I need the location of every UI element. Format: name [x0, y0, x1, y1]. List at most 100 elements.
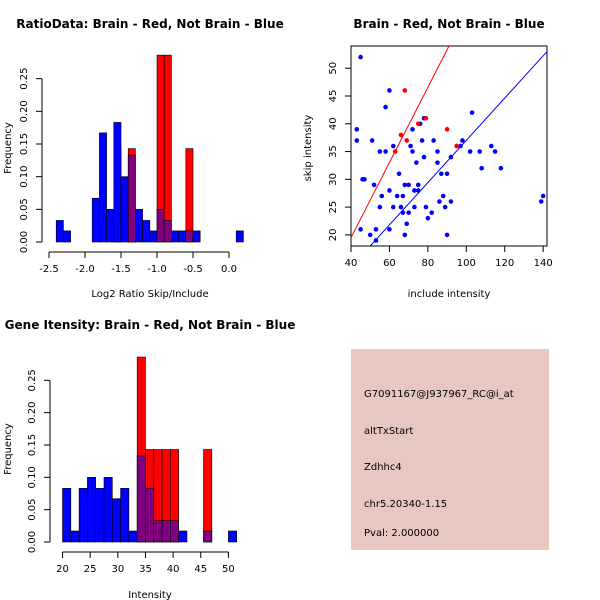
- scatter-title: Brain - Red, Not Brain - Blue: [353, 17, 544, 31]
- scatter-point-not-brain: [421, 154, 427, 160]
- ratio-y-tick-label: 0.05: [19, 198, 30, 220]
- scatter-point-not-brain: [379, 193, 385, 199]
- scatter-lines: [350, 45, 548, 247]
- gene-y-tick-label: 0.15: [27, 434, 38, 456]
- gene-axes: 20 25 30 35 40 45 50 0.00 0.05 0.10 0.15 0.20 0.25: [27, 369, 235, 575]
- gene-x-tick-label: 50: [222, 564, 235, 575]
- scatter-x-tick-label: 40: [345, 258, 358, 269]
- scatter-point-brain: [444, 127, 450, 132]
- scatter-point-not-brain: [467, 149, 473, 154]
- gene-y-tick-label: 0.25: [27, 369, 38, 391]
- scatter-point-brain: [392, 149, 398, 154]
- ratio-bar-not-brain: [156, 209, 165, 243]
- gene-bar-not-brain: [120, 488, 130, 543]
- scatter-y-tick-label: 45: [328, 90, 339, 103]
- scatter-point-not-brain: [479, 165, 484, 171]
- scatter-point-not-brain: [415, 182, 421, 188]
- ratio-x-tick-label: -2.0: [75, 264, 95, 275]
- scatter-point-not-brain: [354, 127, 360, 132]
- gene-bar-not-brain: [136, 455, 146, 543]
- scatter-point-not-brain: [377, 149, 383, 154]
- ratio-x-tick-label: -1.0: [147, 264, 167, 275]
- scatter-point-not-brain: [383, 104, 388, 110]
- scatter-point-not-brain: [440, 193, 446, 199]
- scatter-point-not-brain: [435, 149, 440, 154]
- scatter-point-not-brain: [373, 227, 379, 232]
- ratio-bar-not-brain: [163, 220, 172, 243]
- scatter-point-not-brain: [396, 171, 402, 177]
- scatter-point-not-brain: [414, 160, 419, 165]
- gene-bar-not-brain: [95, 488, 105, 543]
- scatter-point-not-brain: [408, 143, 413, 149]
- scatter-point-not-brain: [469, 110, 475, 115]
- scatter-point-not-brain: [362, 177, 367, 182]
- ratio-y-tick-label: 0.15: [19, 133, 30, 155]
- scatter-point-brain: [415, 121, 421, 127]
- gene-bar-not-brain: [153, 520, 163, 543]
- scatter-point-not-brain: [442, 204, 448, 210]
- scatter-point-not-brain: [402, 182, 408, 188]
- ratio-bar-not-brain: [106, 209, 115, 243]
- ratio-bar-not-brain: [235, 230, 244, 243]
- scatter-point-not-brain: [460, 138, 465, 143]
- gene-intensity-histogram: Gene Itensity: Brain - Red, Not Brain - …: [3, 318, 295, 600]
- gene-y-tick-label: 0.10: [27, 466, 38, 488]
- scatter-point-not-brain: [377, 204, 383, 210]
- gene-bar-not-brain: [111, 498, 121, 543]
- ratio-x-tick-label: -0.5: [183, 264, 203, 275]
- scatter-point-not-brain: [390, 204, 396, 210]
- ratio-y-label: Frequency: [3, 122, 14, 174]
- scatter-point-not-brain: [354, 138, 360, 143]
- gene-x-label: Intensity: [128, 590, 172, 600]
- ratio-histogram: RatioData: Brain - Red, Not Brain - Blue…: [3, 17, 284, 300]
- ratio-bar-not-brain: [185, 230, 194, 243]
- scatter-point-not-brain: [404, 221, 410, 227]
- ratio-bar-not-brain: [171, 230, 179, 243]
- gene-x-tick-label: 25: [84, 564, 97, 575]
- gene-x-tick-label: 40: [167, 564, 180, 575]
- ratio-x-tick-label: -2.5: [39, 264, 59, 275]
- scatter-axes: 40 60 80 100 120 140 20 25 30 35 40 45 50: [328, 62, 553, 269]
- gene-bar-not-brain: [178, 530, 188, 543]
- scatter-point-not-brain: [387, 188, 392, 193]
- ratio-bar-not-brain: [120, 176, 129, 243]
- gene-bar-not-brain: [170, 520, 179, 543]
- probe-id: G7091167@J937967_RC@i_at: [364, 389, 514, 400]
- scatter-point-not-brain: [415, 188, 421, 193]
- ratio-bar-not-brain: [55, 220, 64, 243]
- gene-bar-not-brain: [228, 530, 238, 543]
- p-value: Pval: 2.000000: [364, 528, 439, 539]
- gene-name: Zdhhc4: [364, 462, 402, 473]
- scatter-point-not-brain: [383, 149, 388, 154]
- gene-bar-not-brain: [161, 520, 171, 543]
- scatter-point-not-brain: [498, 165, 504, 171]
- scatter-point-not-brain: [406, 182, 411, 188]
- scatter-point-not-brain: [398, 204, 404, 210]
- scatter-point-not-brain: [394, 193, 400, 199]
- gene-bar-not-brain: [78, 488, 88, 543]
- info-panel-background: [351, 349, 549, 550]
- scatter-point-not-brain: [412, 204, 417, 210]
- ratio-x-label: Log2 Ratio Skip/Include: [91, 289, 208, 300]
- scatter-point-not-brain: [429, 210, 435, 215]
- scatter-y-tick-label: 25: [328, 201, 339, 214]
- ratio-bar-brain: [163, 54, 172, 243]
- scatter-point-not-brain: [400, 210, 406, 215]
- scatter-point-not-brain: [369, 138, 375, 143]
- ratio-bar-not-brain: [135, 209, 143, 243]
- scatter-point-not-brain: [477, 149, 483, 154]
- scatter-point-not-brain: [448, 154, 454, 160]
- scatter-point-not-brain: [437, 199, 442, 204]
- scatter-point-not-brain: [444, 232, 450, 238]
- scatter-point-not-brain: [390, 143, 396, 149]
- scatter-point-not-brain: [412, 188, 417, 193]
- gene-x-tick-label: 35: [139, 564, 152, 575]
- scatter-point-not-brain: [406, 210, 411, 215]
- scatter-point-not-brain: [419, 138, 425, 143]
- scatter-point-not-brain: [538, 199, 544, 204]
- gene-bar-not-brain: [70, 530, 80, 543]
- ratio-y-tick-label: 0.20: [19, 100, 30, 122]
- scatter-point-not-brain: [444, 171, 450, 177]
- scatter-x-tick-label: 80: [421, 258, 434, 269]
- scatter-point-not-brain: [402, 232, 408, 238]
